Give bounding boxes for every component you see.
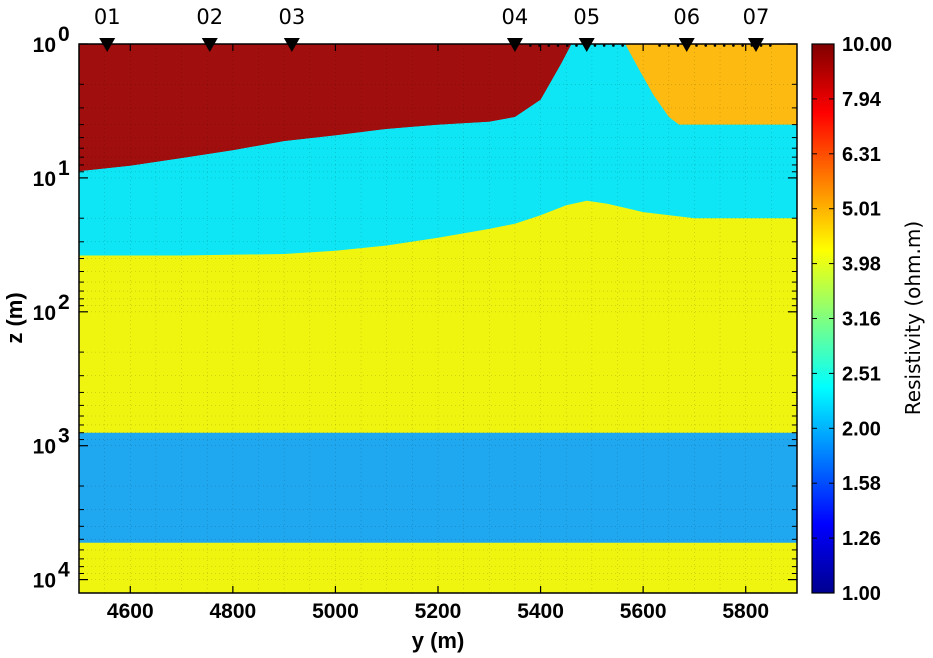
station-marker [201,38,218,52]
station-label: 06 [673,5,700,29]
site-dot [704,44,708,47]
station-label: 04 [502,5,529,29]
resistivity-layers [79,44,797,593]
x-axis-title: y (m) [412,628,465,653]
y-tick-exponent: 0 [58,23,70,46]
site-dot [759,44,763,47]
y-tick-base: 10 [33,570,56,593]
station-label: 07 [743,5,770,29]
colorbar-ticks: 10.00 7.94 6.31 5.01 3.98 3.16 2.51 2.00 1.58 1.2… [812,34,892,605]
y-tick-base: 10 [33,34,56,57]
colorbar-tick-label: 2.00 [842,418,881,440]
site-dot [658,44,661,47]
y-tick-label: 10 1 [33,157,70,191]
colorbar-tick-label: 1.26 [842,528,881,550]
station-marker [678,38,695,52]
site-dot [575,44,578,47]
site-dot [529,44,532,47]
y-tick-label: 10 4 [33,559,70,593]
y-tick-exponent: 1 [58,157,70,180]
site-dot [769,44,772,47]
x-tick-label: 5400 [517,600,564,623]
site-dot [695,44,698,47]
y-tick-exponent: 4 [58,559,70,582]
x-tick-label: 4800 [209,600,256,623]
station-marker [506,38,523,52]
station-label: 02 [196,5,223,29]
station-marker [747,38,764,52]
y-tick-exponent: 2 [58,291,70,314]
site-dot [722,44,726,47]
station-label: 01 [94,5,121,29]
y-tick-label: 10 3 [33,425,70,459]
site-dot [556,44,560,47]
colorbar-tick-label: 1.58 [842,473,881,495]
y-tick-label: 10 2 [33,291,70,325]
x-axis-ticks: 4600 4800 5000 5200 5400 5600 5800 [107,44,769,623]
layer-top-right-zone [625,44,797,125]
x-tick-label: 5000 [312,600,359,623]
plot-area: 01 02 03 04 05 06 07 4600 4800 5000 5200 5400 5600 5… [33,5,798,623]
station-label: 03 [278,5,305,29]
site-dot [667,44,671,47]
colorbar-tick-label: 7.94 [842,89,882,111]
colorbar-tick-label: 10.00 [842,34,892,56]
y-tick-base: 10 [33,436,56,459]
site-dot [676,44,680,47]
x-tick-label: 4600 [107,600,154,623]
site-dot [732,44,735,47]
x-tick-label: 5800 [722,600,769,623]
site-dot [612,44,615,47]
colorbar-title: Resistivity (ohm.m) [901,221,925,415]
site-dot [547,44,551,47]
layer-top-conductive-zone-overlay [79,44,797,172]
site-dot [713,44,717,47]
site-dot [741,44,744,47]
station-marker [99,38,116,52]
station-marker [578,38,595,52]
station-markers: 01 02 03 04 05 06 07 [94,5,769,52]
colorbar-tick-label: 1.00 [842,583,881,605]
site-dot [602,44,606,47]
colorbar-tick-label: 2.51 [842,363,881,385]
y-axis-title: z (m) [2,292,27,343]
colorbar-tick-label: 3.16 [842,309,881,331]
station-label: 05 [573,5,600,29]
colorbar-tick-label: 6.31 [842,144,881,166]
y-tick-base: 10 [33,302,56,325]
site-dot [593,44,597,47]
colorbar-tick-label: 3.98 [842,254,881,276]
y-tick-exponent: 3 [58,425,70,448]
y-tick-label: 10 0 [33,23,70,57]
site-dot [621,44,624,47]
y-tick-base: 10 [33,168,56,191]
colorbar: 10.00 7.94 6.31 5.01 3.98 3.16 2.51 2.00 1.58 1.2… [811,34,925,605]
x-tick-label: 5600 [620,600,667,623]
colorbar-tick-label: 5.01 [842,199,881,221]
station-marker [283,38,300,52]
x-tick-label: 5200 [415,600,462,623]
site-dot [565,44,569,47]
